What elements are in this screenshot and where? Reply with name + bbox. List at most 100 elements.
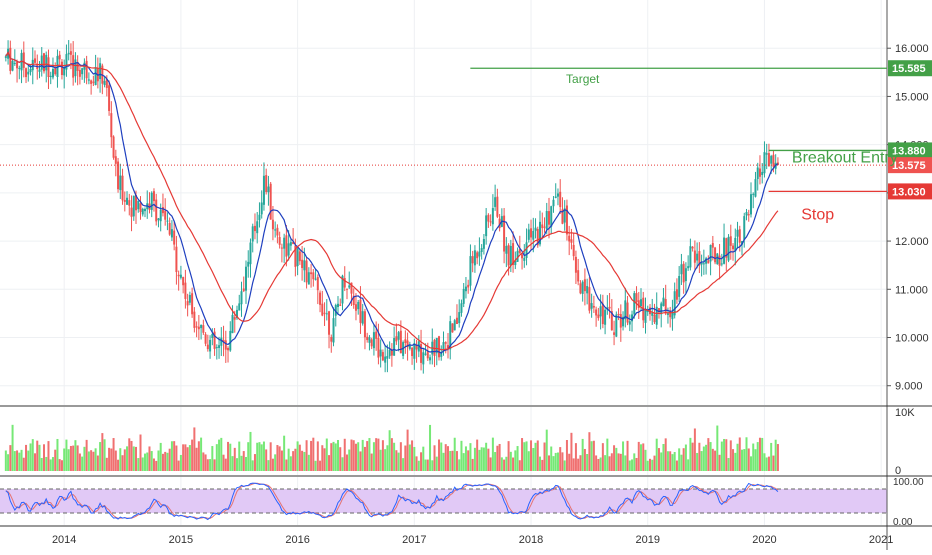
candle-body[interactable] [765,153,768,155]
volume-bar[interactable] [31,439,34,471]
volume-bar[interactable] [81,456,84,471]
volume-bar[interactable] [758,437,761,471]
candle-body[interactable] [139,203,142,213]
volume-bar[interactable] [224,458,227,471]
candle-body[interactable] [348,285,351,288]
candle-body[interactable] [644,309,647,323]
volume-bar[interactable] [541,459,544,471]
volume-bar[interactable] [233,447,236,471]
volume-bar[interactable] [462,453,465,471]
volume-bar[interactable] [253,454,256,471]
volume-bar[interactable] [323,448,326,471]
volume-bar[interactable] [283,435,286,471]
volume-bar[interactable] [729,440,732,471]
candle-body[interactable] [51,68,54,78]
candle-body[interactable] [725,238,728,258]
candle-body[interactable] [444,342,447,344]
candle-body[interactable] [415,344,418,350]
candle-body[interactable] [554,196,557,198]
candle-body[interactable] [334,304,337,316]
candle-body[interactable] [231,314,234,334]
candle-body[interactable] [74,59,77,77]
volume-bar[interactable] [251,460,254,471]
volume-bar[interactable] [126,446,129,471]
candle-body[interactable] [601,303,604,325]
candle-body[interactable] [503,215,506,252]
candle-body[interactable] [458,312,461,324]
candle-body[interactable] [166,220,169,222]
volume-bar[interactable] [770,442,773,471]
candle-body[interactable] [646,310,649,313]
volume-bar[interactable] [45,456,48,471]
candle-body[interactable] [381,352,384,361]
volume-bar[interactable] [366,441,369,471]
volume-bar[interactable] [276,445,279,471]
candle-body[interactable] [298,251,301,262]
volume-bar[interactable] [608,456,611,471]
volume-bar[interactable] [543,442,546,471]
candle-body[interactable] [110,113,113,138]
candle-body[interactable] [579,283,582,294]
volume-bar[interactable] [262,441,265,471]
candle-body[interactable] [390,349,393,356]
candle-body[interactable] [523,257,526,261]
candle-body[interactable] [330,337,333,342]
candle-body[interactable] [170,229,173,238]
volume-bar[interactable] [626,440,629,471]
candle-body[interactable] [487,214,490,222]
volume-bar[interactable] [494,452,497,471]
candle-body[interactable] [195,326,198,328]
candle-body[interactable] [543,226,546,228]
volume-bar[interactable] [752,443,755,471]
volume-bar[interactable] [54,449,57,471]
volume-bar[interactable] [352,440,355,471]
candle-body[interactable] [375,331,378,339]
candle-body[interactable] [94,67,97,85]
volume-bar[interactable] [184,444,187,471]
volume-bar[interactable] [404,445,407,471]
candle-body[interactable] [227,347,230,351]
volume-bar[interactable] [763,453,766,471]
volume-bar[interactable] [298,444,301,471]
volume-bar[interactable] [197,441,200,471]
volume-bar[interactable] [503,459,506,471]
candle-body[interactable] [462,288,465,304]
candle-body[interactable] [507,245,510,266]
volume-bar[interactable] [687,459,690,471]
volume-bar[interactable] [240,455,243,471]
candle-body[interactable] [395,336,398,342]
volume-bar[interactable] [431,460,434,471]
volume-bar[interactable] [357,442,360,471]
candle-body[interactable] [534,227,537,231]
candle-body[interactable] [525,242,528,258]
candle-body[interactable] [137,200,140,210]
candle-body[interactable] [99,63,102,80]
candle-body[interactable] [666,313,669,315]
volume-bar[interactable] [482,447,485,471]
volume-bar[interactable] [301,450,304,471]
candle-body[interactable] [590,303,593,309]
volume-bar[interactable] [640,444,643,471]
candle-body[interactable] [121,175,124,201]
volume-bar[interactable] [619,453,622,471]
volume-bar[interactable] [152,458,155,471]
volume-bar[interactable] [110,448,113,471]
volume-bar[interactable] [285,459,288,471]
volume-bar[interactable] [651,459,654,471]
volume-bar[interactable] [130,440,133,471]
volume-bar[interactable] [420,452,423,471]
volume-bar[interactable] [34,453,37,471]
volume-bar[interactable] [586,454,589,471]
candle-body[interactable] [588,287,591,311]
candle-body[interactable] [532,230,535,240]
volume-bar[interactable] [182,444,185,471]
candle-body[interactable] [413,343,416,359]
volume-bar[interactable] [741,449,744,471]
candle-body[interactable] [680,264,683,275]
candle-body[interactable] [682,263,685,283]
candle-body[interactable] [471,256,474,264]
volume-bar[interactable] [514,450,517,471]
candle-body[interactable] [449,321,452,350]
candle-body[interactable] [27,71,30,75]
